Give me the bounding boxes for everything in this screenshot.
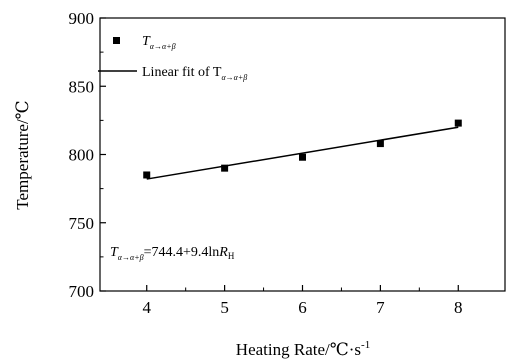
data-point bbox=[376, 140, 384, 148]
y-tick-label: 850 bbox=[69, 77, 95, 96]
data-point bbox=[143, 171, 151, 179]
y-tick-label: 700 bbox=[69, 282, 95, 301]
x-tick-label: 8 bbox=[454, 298, 463, 317]
x-axis-label: Heating Rate/℃·s-1 bbox=[236, 339, 370, 359]
fit-line bbox=[146, 126, 459, 180]
x-tick-label: 5 bbox=[220, 298, 229, 317]
x-tick-label: 7 bbox=[376, 298, 385, 317]
y-tick-label: 750 bbox=[69, 214, 95, 233]
x-axis-ticks: 4 5 6 7 8 bbox=[142, 285, 463, 317]
legend-marker-square bbox=[113, 37, 120, 44]
x-tick-label: 6 bbox=[298, 298, 307, 317]
x-tick-label: 4 bbox=[142, 298, 151, 317]
legend: Tα→α+β Linear fit of Tα→α+β bbox=[98, 34, 247, 82]
data-marks bbox=[143, 119, 462, 180]
y-tick-label: 800 bbox=[69, 146, 95, 165]
data-point bbox=[454, 119, 462, 127]
y-axis-ticks: 700 750 800 850 900 bbox=[69, 9, 106, 301]
legend-label-points: Tα→α+β bbox=[142, 34, 176, 51]
y-tick-label: 900 bbox=[69, 9, 95, 28]
legend-label-fit: Linear fit of Tα→α+β bbox=[142, 65, 247, 82]
data-point bbox=[221, 164, 229, 172]
data-point bbox=[299, 153, 306, 161]
y-axis-label: Temperature/℃ bbox=[13, 100, 32, 209]
fit-equation: Tα→α+β=744.4+9.4lnRH bbox=[110, 245, 235, 262]
